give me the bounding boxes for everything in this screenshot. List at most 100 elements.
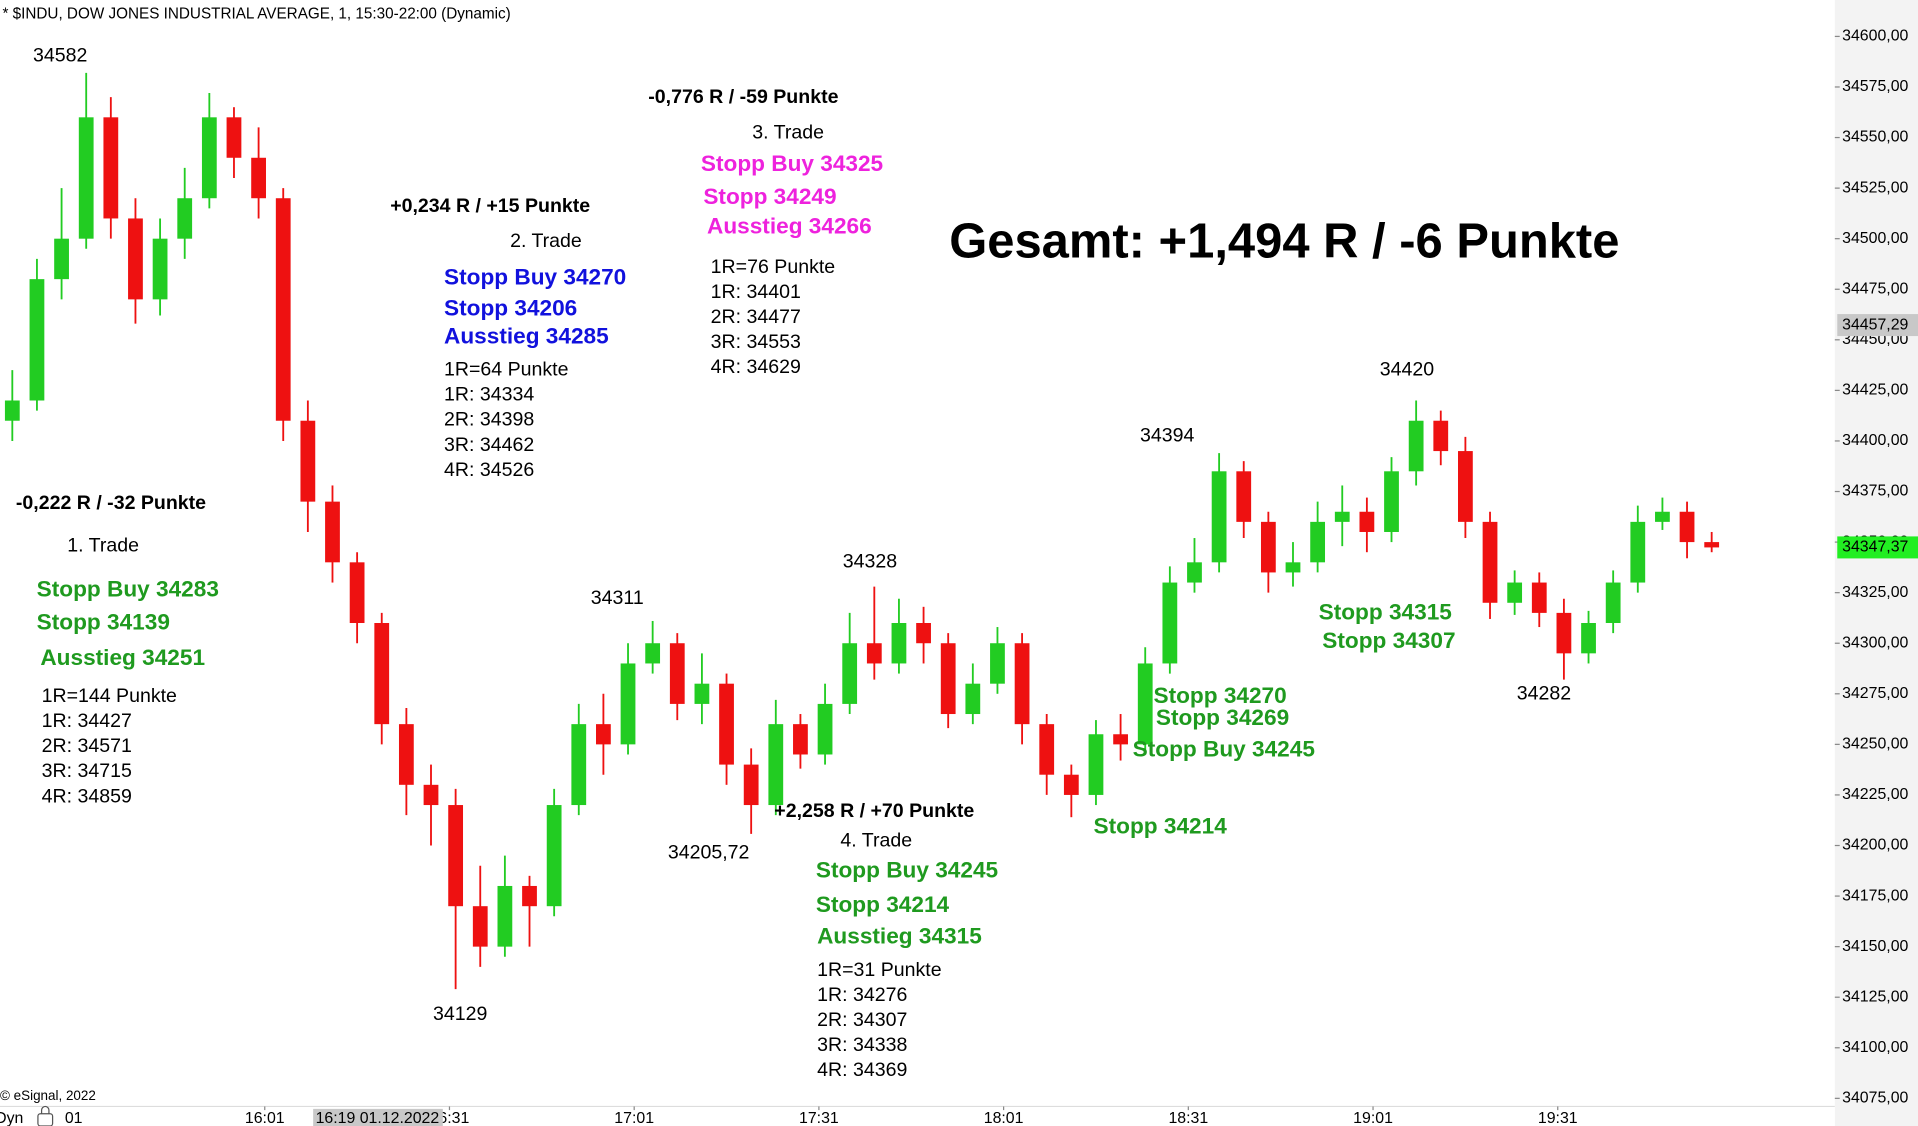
- candle-body: [325, 501, 340, 563]
- candle-body: [78, 117, 94, 239]
- copyright: © eSignal, 2022: [0, 1088, 96, 1103]
- trade-target: 3R: 34338: [817, 1034, 907, 1056]
- candle-body: [226, 117, 242, 158]
- trade-target: 3R: 34715: [42, 760, 132, 782]
- candle-body: [596, 724, 611, 745]
- candle-body: [398, 724, 414, 785]
- y-tick-label: 34200,00: [1842, 837, 1908, 854]
- candle-body: [1605, 582, 1621, 624]
- trade-result: +2,258 R / +70 Punkte: [774, 800, 974, 822]
- trade-order: Stopp 34206: [444, 295, 577, 320]
- candle-body: [1187, 562, 1202, 583]
- candle-body: [546, 805, 562, 907]
- candle-body: [54, 238, 69, 280]
- candle-body: [1482, 521, 1498, 603]
- candle-body: [620, 663, 636, 745]
- candle-body: [177, 198, 193, 239]
- y-tick-label: 34500,00: [1842, 230, 1908, 247]
- candle-body: [4, 400, 20, 421]
- time-axis-panel: [0, 1106, 1835, 1126]
- y-tick-label: 34400,00: [1842, 432, 1908, 449]
- trade-target: 2R: 34307: [817, 1009, 907, 1031]
- trade-target: 1R: 34334: [444, 384, 534, 406]
- trade-target: 2R: 34477: [711, 306, 801, 328]
- trade-order: Stopp 34139: [37, 609, 170, 634]
- chart-order: Stopp Buy 34245: [1133, 737, 1315, 762]
- trade-result: -0,222 R / -32 Punkte: [16, 492, 206, 514]
- candle-body: [965, 683, 981, 715]
- total-result: Gesamt: +1,494 R / -6 Punkte: [949, 214, 1619, 268]
- y-tick-label: 34150,00: [1842, 938, 1908, 955]
- candle-body: [152, 238, 168, 300]
- x-tick-label: 19:01: [1353, 1110, 1393, 1126]
- candle-body: [1260, 521, 1276, 573]
- y-tick-label: 34425,00: [1842, 382, 1908, 399]
- candle-body: [349, 562, 365, 624]
- trade-target: 4R: 34859: [42, 785, 132, 807]
- candle-body: [300, 420, 316, 502]
- price-tag: [1837, 536, 1918, 559]
- candle-body: [472, 906, 488, 947]
- trade-order: Ausstieg 34285: [444, 323, 609, 348]
- trade-target: 4R: 34369: [817, 1059, 907, 1081]
- trade-target: 1R: 34401: [711, 281, 801, 303]
- trade-order: Stopp Buy 34270: [444, 265, 626, 290]
- y-tick-label: 34475,00: [1842, 280, 1908, 297]
- candle-body: [1014, 643, 1030, 725]
- lock-body: [37, 1113, 54, 1126]
- trade-order: Ausstieg 34315: [817, 924, 982, 949]
- trade-target: 1R=31 Punkte: [817, 959, 941, 981]
- candle-body: [1556, 612, 1572, 654]
- candle-body: [768, 724, 784, 806]
- trade-order: Stopp 34214: [816, 892, 950, 917]
- candle-body: [448, 805, 464, 907]
- candle-body: [128, 218, 143, 300]
- chart-order: Stopp 34269: [1156, 705, 1289, 730]
- chart-title: * $INDU, DOW JONES INDUSTRIAL AVERAGE, 1…: [2, 6, 510, 23]
- candle-body: [1433, 420, 1449, 452]
- candle-body: [1630, 521, 1646, 583]
- price-label: 34328: [843, 551, 897, 573]
- trade-result: +0,234 R / +15 Punkte: [390, 195, 590, 217]
- lock-icon: [37, 1105, 54, 1126]
- trade-result: -0,776 R / -59 Punkte: [648, 86, 838, 108]
- x-tick-label: 16:01: [245, 1110, 285, 1126]
- chart-order: Stopp 34307: [1322, 628, 1455, 653]
- candle-body: [694, 683, 710, 704]
- trade-order: Ausstieg 34251: [40, 645, 205, 670]
- candle-body: [1334, 511, 1350, 522]
- plot-area: [0, 0, 1835, 1106]
- candle-body: [866, 643, 882, 664]
- y-tick-label: 34175,00: [1842, 887, 1908, 904]
- candle-body: [891, 623, 907, 664]
- price-tag-label: 34347,37: [1842, 539, 1908, 556]
- y-tick-label: 34225,00: [1842, 786, 1908, 803]
- chart-order: Stopp 34270: [1153, 683, 1286, 708]
- y-tick-label: 34325,00: [1842, 584, 1908, 601]
- trade-order: Ausstieg 34266: [707, 213, 872, 238]
- candle-body: [103, 117, 119, 219]
- candle-body: [817, 703, 833, 755]
- y-tick-label: 34525,00: [1842, 179, 1908, 196]
- trade-target: 1R=144 Punkte: [42, 685, 177, 707]
- candle-body: [275, 198, 291, 421]
- price-tag: [1837, 314, 1918, 337]
- candle-body: [1655, 511, 1670, 522]
- x-tick-label: 17:31: [799, 1110, 839, 1126]
- y-tick-label: 34275,00: [1842, 685, 1908, 702]
- price-label: 34129: [433, 1003, 487, 1025]
- trade-order: Stopp Buy 34325: [701, 151, 883, 176]
- candle-body: [251, 157, 266, 199]
- candle-body: [1039, 724, 1055, 775]
- y-tick-label: 34375,00: [1842, 483, 1908, 500]
- candle-body: [1162, 582, 1178, 664]
- candle-body: [1088, 734, 1104, 795]
- y-tick-label: 34100,00: [1842, 1039, 1908, 1056]
- candle-body: [1359, 511, 1375, 532]
- candle-body: [1531, 582, 1547, 613]
- candle-body: [1285, 562, 1301, 573]
- candle-body: [1704, 542, 1720, 548]
- price-label: 34394: [1140, 425, 1194, 447]
- price-axis-panel: [1834, 0, 1918, 1126]
- candle-body: [842, 643, 858, 704]
